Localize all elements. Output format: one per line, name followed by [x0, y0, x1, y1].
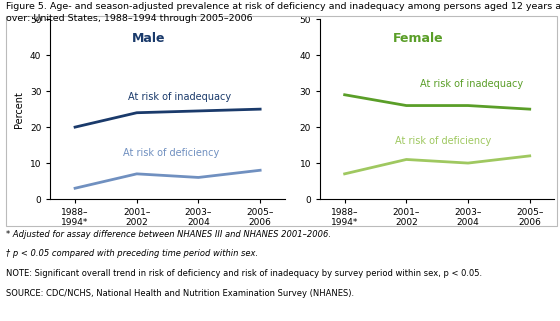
Text: † p < 0.05 compared with preceding time period within sex.: † p < 0.05 compared with preceding time … [6, 249, 258, 258]
Text: Male: Male [132, 32, 166, 45]
Text: At risk of deficiency: At risk of deficiency [395, 136, 492, 146]
Text: NOTE: Significant overall trend in risk of deficiency and risk of inadequacy by : NOTE: Significant overall trend in risk … [6, 269, 482, 278]
Text: * Adjusted for assay difference between NHANES III and NHANES 2001–2006.: * Adjusted for assay difference between … [6, 230, 330, 239]
Text: At risk of inadequacy: At risk of inadequacy [128, 92, 231, 102]
Text: over: United States, 1988–1994 through 2005–2006: over: United States, 1988–1994 through 2… [6, 14, 252, 23]
Y-axis label: Percent: Percent [15, 91, 24, 127]
Text: At risk of deficiency: At risk of deficiency [123, 148, 219, 158]
Text: At risk of inadequacy: At risk of inadequacy [419, 79, 522, 89]
Text: Figure 5. Age- and season-adjusted prevalence at risk of deficiency and inadequa: Figure 5. Age- and season-adjusted preva… [6, 2, 560, 11]
Text: Female: Female [393, 32, 444, 45]
Text: SOURCE: CDC/NCHS, National Health and Nutrition Examination Survey (NHANES).: SOURCE: CDC/NCHS, National Health and Nu… [6, 289, 354, 298]
